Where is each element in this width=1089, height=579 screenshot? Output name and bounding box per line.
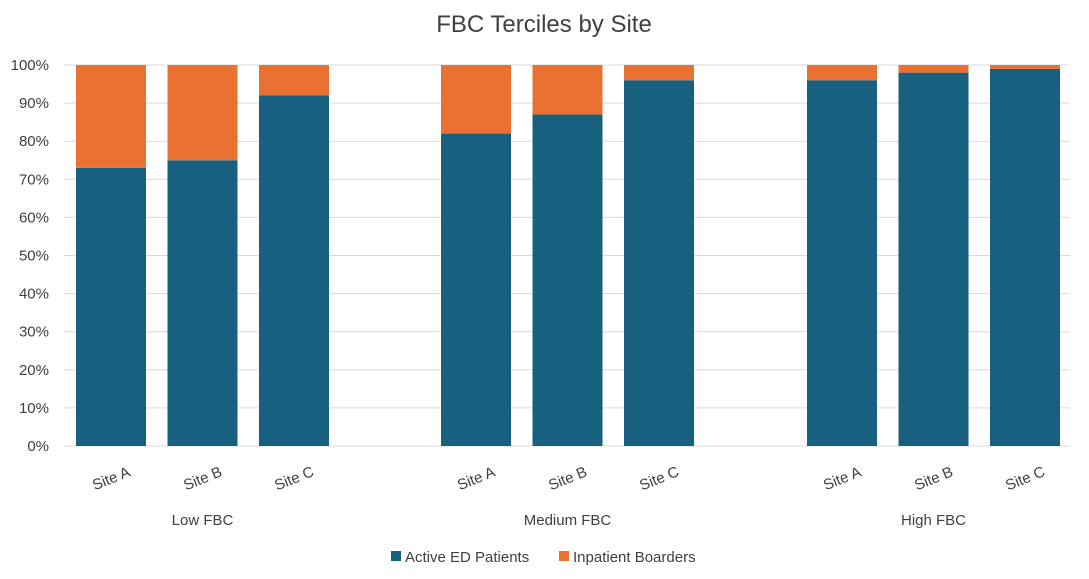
bar-active-ed-patients (167, 160, 238, 446)
bar-inpatient-boarders (76, 65, 146, 168)
bar-inpatient-boarders (532, 65, 603, 115)
x-axis-ticks: Site A Site B Site C Site A Site B Site C Site… (90, 463, 1048, 494)
y-tick-label: 30% (19, 324, 49, 341)
x-tick-label: Site A (821, 464, 864, 494)
bar-inpatient-boarders (898, 65, 969, 73)
group-label: Low FBC (172, 512, 234, 529)
y-tick-label: 0% (27, 438, 49, 455)
legend-label: Active ED Patients (405, 549, 529, 566)
bars (76, 65, 1060, 447)
y-tick-label: 60% (19, 209, 49, 226)
y-tick-label: 70% (19, 171, 49, 188)
y-tick-label: 80% (19, 133, 49, 150)
y-tick-label: 100% (11, 57, 49, 74)
x-tick-label: Site B (181, 463, 224, 494)
bar-active-ed-patients (259, 95, 329, 446)
legend-swatch (391, 551, 401, 561)
x-tick-label: Site B (912, 463, 955, 494)
bar-active-ed-patients (532, 114, 603, 446)
bar-active-ed-patients (898, 72, 969, 447)
bar-inpatient-boarders (167, 65, 238, 161)
bar-active-ed-patients (441, 133, 511, 446)
x-tick-label: Site A (90, 464, 133, 494)
y-tick-label: 20% (19, 362, 49, 379)
chart-title: FBC Terciles by Site (436, 11, 652, 38)
group-label: High FBC (901, 512, 966, 529)
y-tick-label: 90% (19, 95, 49, 112)
group-label: Medium FBC (524, 512, 612, 529)
legend-label: Inpatient Boarders (573, 549, 696, 566)
bar-active-ed-patients (990, 68, 1060, 446)
bar-active-ed-patients (624, 80, 694, 447)
y-tick-label: 50% (19, 248, 49, 265)
legend-swatch (559, 551, 569, 561)
x-tick-label: Site C (272, 463, 316, 494)
y-tick-label: 10% (19, 400, 49, 417)
bar-active-ed-patients (807, 80, 877, 447)
bar-inpatient-boarders (624, 65, 694, 81)
x-tick-label: Site B (546, 463, 589, 494)
bar-inpatient-boarders (807, 65, 877, 81)
x-tick-label: Site C (637, 463, 681, 494)
legend: Active ED Patients Inpatient Boarders (391, 549, 696, 566)
group-labels: Low FBC Medium FBC High FBC (172, 512, 967, 529)
x-tick-label: Site A (455, 464, 498, 494)
bar-inpatient-boarders (990, 65, 1060, 69)
y-tick-label: 40% (19, 286, 49, 303)
bar-inpatient-boarders (441, 65, 511, 134)
bar-active-ed-patients (76, 167, 146, 446)
bar-inpatient-boarders (259, 65, 329, 96)
x-tick-label: Site C (1003, 463, 1047, 494)
y-axis-ticks: 0% 10% 20% 30% 40% 50% 60% 70% 80% 90% 100% (11, 57, 49, 455)
